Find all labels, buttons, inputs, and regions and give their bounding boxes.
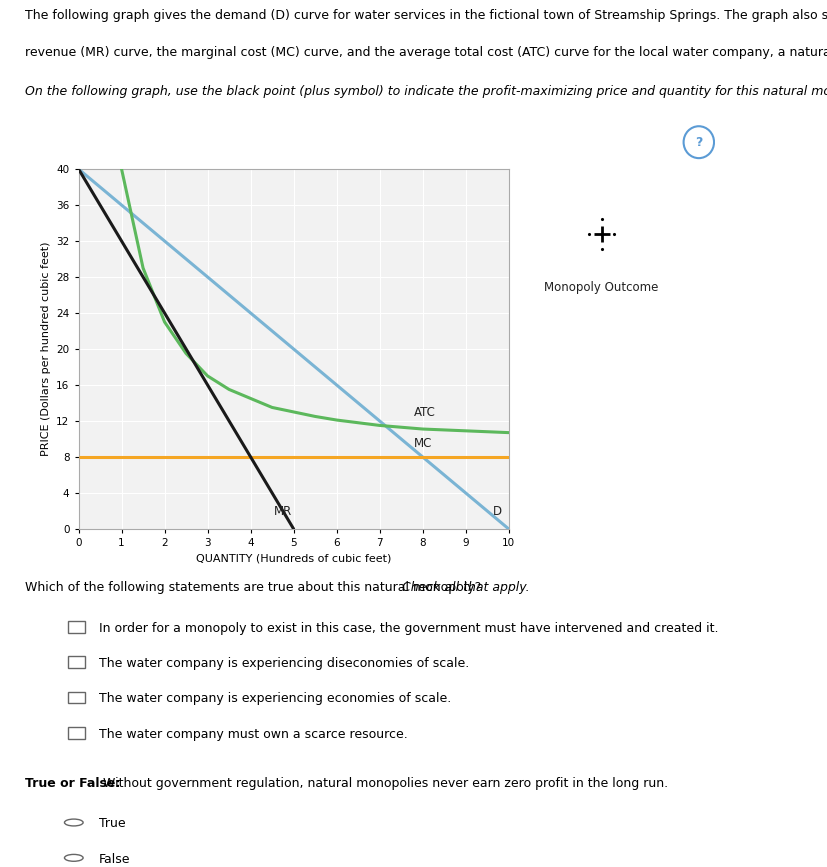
Text: The water company is experiencing diseconomies of scale.: The water company is experiencing diseco…	[98, 657, 469, 670]
Text: False: False	[98, 853, 130, 865]
Circle shape	[684, 127, 714, 158]
Y-axis label: PRICE (Dollars per hundred cubic feet): PRICE (Dollars per hundred cubic feet)	[41, 242, 50, 456]
Bar	[68, 727, 84, 739]
Circle shape	[65, 819, 83, 826]
Text: On the following graph, use the black point (plus symbol) to indicate the profit: On the following graph, use the black po…	[25, 85, 827, 97]
Bar	[68, 692, 84, 703]
Text: ATC: ATC	[414, 406, 436, 419]
Text: True or False:: True or False:	[25, 777, 120, 790]
Bar	[68, 621, 84, 633]
X-axis label: QUANTITY (Hundreds of cubic feet): QUANTITY (Hundreds of cubic feet)	[196, 553, 391, 564]
Circle shape	[65, 854, 83, 861]
Text: The water company must own a scarce resource.: The water company must own a scarce reso…	[98, 727, 408, 740]
Text: MC: MC	[414, 437, 433, 450]
FancyBboxPatch shape	[25, 132, 755, 570]
Text: Monopoly Outcome: Monopoly Outcome	[544, 281, 659, 294]
Bar	[68, 656, 84, 668]
Text: In order for a monopoly to exist in this case, the government must have interven: In order for a monopoly to exist in this…	[98, 622, 718, 635]
Text: Which of the following statements are true about this natural monopoly?: Which of the following statements are tr…	[25, 581, 485, 594]
Text: The following graph gives the demand (D) curve for water services in the fiction: The following graph gives the demand (D)…	[25, 9, 827, 22]
Text: revenue (MR) curve, the marginal cost (MC) curve, and the average total cost (AT: revenue (MR) curve, the marginal cost (M…	[25, 46, 827, 59]
Text: MR: MR	[275, 505, 293, 518]
Text: Check all that apply.: Check all that apply.	[402, 581, 529, 594]
Text: True: True	[98, 818, 125, 831]
Text: ?: ?	[696, 136, 702, 148]
Text: Without government regulation, natural monopolies never earn zero profit in the : Without government regulation, natural m…	[98, 777, 667, 790]
Text: The water company is experiencing economies of scale.: The water company is experiencing econom…	[98, 693, 451, 706]
Text: D: D	[493, 505, 503, 518]
